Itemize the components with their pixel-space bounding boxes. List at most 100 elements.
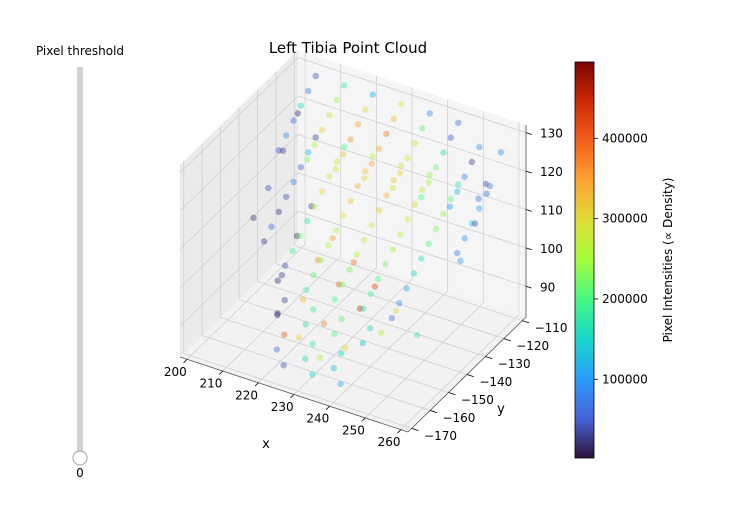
x-tick-mark [361, 417, 366, 422]
data-point [397, 231, 404, 238]
slider-track[interactable] [77, 67, 83, 458]
colorbar: 100000 200000 300000 400000 Pixel Intensiti… [574, 61, 675, 459]
data-point [392, 307, 400, 314]
data-point [367, 290, 374, 298]
data-point [275, 147, 282, 154]
data-point [305, 149, 312, 156]
data-point [418, 255, 425, 262]
z-gridline-back [297, 134, 527, 210]
colorbar-tick-label: 200000 [602, 292, 648, 306]
data-point [295, 334, 302, 341]
scatter-points [250, 72, 505, 388]
data-point [274, 277, 281, 284]
y-tick-mark [503, 338, 511, 342]
data-point [346, 266, 353, 273]
data-point [325, 242, 332, 249]
data-point [340, 212, 347, 219]
y-gridline-floor [202, 335, 431, 411]
data-point [389, 246, 396, 253]
data-point [425, 179, 432, 186]
data-point [455, 181, 462, 188]
chart-title: Left Tibia Point Cloud [269, 39, 427, 57]
y-gridline-floor [220, 317, 449, 393]
data-point [347, 197, 354, 204]
data-point [318, 188, 326, 195]
y-tick-mark [522, 320, 530, 324]
y-tick-mark [411, 428, 419, 432]
data-point [397, 169, 404, 177]
data-point [335, 281, 343, 288]
data-point [311, 203, 318, 210]
data-point [337, 380, 344, 388]
z-gridline-left [179, 210, 299, 327]
x-axis-label: x [262, 437, 270, 452]
colorbar-tick-label: 400000 [602, 131, 648, 145]
colorbar-tick-label: 300000 [602, 212, 648, 226]
data-point [411, 201, 419, 208]
data-point [497, 149, 505, 156]
data-point [457, 257, 464, 265]
pixel-threshold-slider[interactable]: Pixel threshold 0 [36, 44, 124, 480]
data-point [388, 314, 395, 322]
data-point [389, 184, 396, 191]
slider-handle[interactable] [72, 450, 88, 466]
data-point [367, 325, 374, 332]
data-point [281, 297, 288, 304]
y-tick-mark [485, 356, 493, 360]
y-axis-label: y [497, 402, 505, 417]
x-tick-mark [183, 359, 188, 364]
y-tick-mark [430, 410, 438, 414]
data-point [378, 329, 385, 337]
data-point [268, 223, 275, 230]
data-point [382, 260, 389, 268]
data-point [281, 331, 288, 338]
data-point [338, 315, 345, 323]
data-point [461, 173, 468, 180]
x-tick-mark [290, 394, 295, 399]
data-point [297, 164, 305, 171]
y-gridline-floor [238, 299, 468, 375]
data-point [398, 162, 405, 169]
data-point [461, 235, 468, 242]
z-tick-mark [525, 170, 532, 174]
data-point [338, 350, 345, 357]
data-point [418, 194, 425, 201]
data-point [280, 362, 287, 369]
data-point [283, 132, 290, 139]
data-point [341, 82, 348, 89]
data-point [482, 180, 490, 188]
data-point [341, 344, 349, 352]
data-point [403, 285, 410, 292]
axes-panes [180, 50, 526, 432]
data-point [369, 153, 376, 160]
axes-grid [179, 52, 527, 430]
data-point [326, 173, 333, 180]
data-point [426, 171, 433, 179]
data-point [275, 208, 282, 215]
y-gridline-floor [257, 281, 486, 357]
data-point [361, 175, 368, 182]
data-point [398, 100, 405, 108]
data-point [333, 97, 340, 104]
z-tick-mark [525, 285, 532, 289]
data-point [374, 275, 382, 283]
data-point [309, 371, 316, 378]
data-point [350, 259, 357, 266]
y-tick-label: −140 [479, 375, 512, 389]
z-gridline-left [179, 172, 299, 289]
data-point [454, 188, 461, 195]
x-tick-mark [397, 429, 402, 434]
data-point [302, 321, 309, 328]
x-tick-mark [254, 382, 259, 387]
data-point [375, 207, 383, 214]
data-point [339, 281, 346, 288]
data-point [361, 236, 368, 244]
data-point [304, 156, 311, 163]
data-point [303, 286, 310, 294]
data-point [486, 182, 494, 190]
z-gridline-left [179, 95, 299, 212]
data-point [369, 91, 376, 98]
data-point [390, 115, 397, 123]
data-point [483, 190, 490, 197]
z-gridline-back [297, 57, 527, 134]
